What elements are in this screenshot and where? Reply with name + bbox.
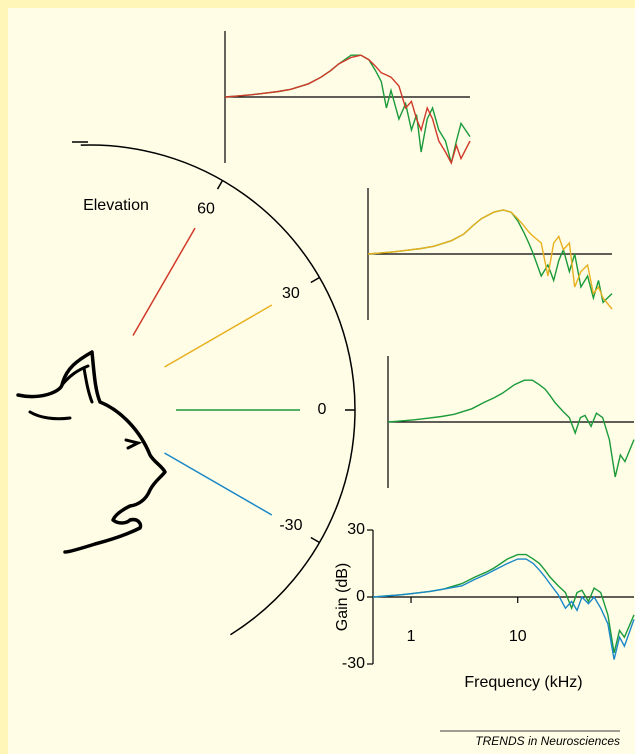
x-axis-label: Frequency (kHz) xyxy=(464,674,582,691)
figure: Elevation TRENDS in Neurosciences 60 30 0 -… xyxy=(0,0,635,754)
page: Elevation TRENDS in Neurosciences 60 30 0 -… xyxy=(0,0,635,754)
footer: TRENDS in Neurosciences xyxy=(475,734,620,748)
y-tick-label: 0 xyxy=(356,588,365,605)
x-tick-label: 1 xyxy=(407,628,416,645)
y-axis-label: Gain (dB) xyxy=(334,563,351,631)
y-tick-label: 30 xyxy=(347,521,365,538)
elevation-label: 30 xyxy=(282,285,300,302)
x-tick-label: 10 xyxy=(509,628,527,645)
panel xyxy=(8,8,635,754)
elevation-label: 60 xyxy=(197,200,215,217)
elevation-label: -30 xyxy=(279,517,302,534)
y-tick-label: -30 xyxy=(342,655,365,672)
elevation-title: Elevation xyxy=(83,197,149,214)
elevation-label: 0 xyxy=(318,401,327,418)
